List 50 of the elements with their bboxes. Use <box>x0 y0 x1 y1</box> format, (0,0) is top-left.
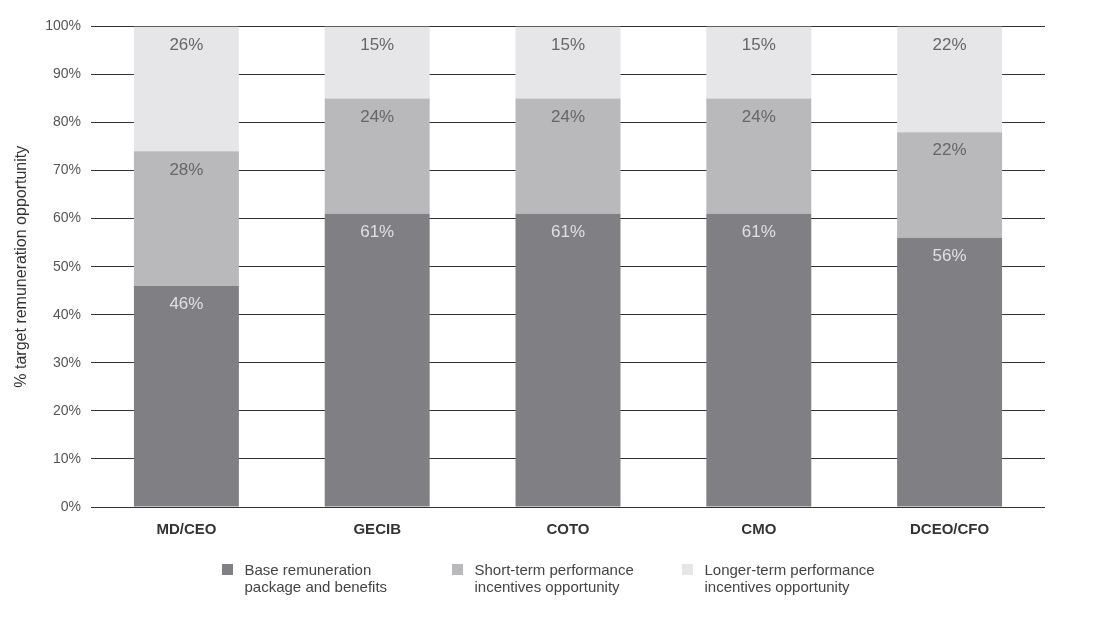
data-label: 24% <box>550 106 586 126</box>
bar <box>133 285 239 507</box>
y-tick-label: 10% <box>52 449 82 466</box>
y-tick-label: 70% <box>52 161 82 178</box>
data-label: 15% <box>360 34 395 54</box>
x-tick-label: MD/CEO <box>156 520 217 538</box>
data-label: 22% <box>932 140 967 160</box>
bar <box>706 26 812 99</box>
bar <box>133 151 239 286</box>
data-label: 24% <box>360 106 395 126</box>
bar <box>706 98 812 214</box>
legend-label: Short-term performance incentives opportunity <box>474 561 635 595</box>
bar <box>324 98 430 214</box>
data-label: 56% <box>932 246 967 266</box>
x-tick-label: GECIB <box>353 520 402 538</box>
data-label: 28% <box>169 159 204 179</box>
data-label: 61% <box>550 222 586 242</box>
bar <box>324 213 430 507</box>
legend-label: Base remuneration package and benefits <box>244 561 389 595</box>
bar <box>897 237 1003 507</box>
bar <box>897 26 1003 133</box>
y-tick-label: 30% <box>52 353 82 370</box>
y-tick-label: 40% <box>52 305 82 322</box>
bar <box>133 26 239 152</box>
x-tick-label: CMO <box>741 520 777 538</box>
data-label: 22% <box>932 34 967 54</box>
data-label: 46% <box>169 294 204 314</box>
bar <box>515 26 621 99</box>
y-tick-label: 100% <box>45 17 82 34</box>
legend-label: Longer-term performance incentives opportunity <box>704 561 876 595</box>
x-tick-label: DCEO/CFO <box>910 520 990 538</box>
y-tick-label: 0% <box>60 497 82 514</box>
y-tick-label: 60% <box>52 209 82 226</box>
data-label: 15% <box>550 34 586 54</box>
y-tick-label: 80% <box>52 113 82 130</box>
x-tick-label: COTO <box>546 520 590 538</box>
bar <box>706 213 812 507</box>
bar <box>897 132 1003 238</box>
data-label: 26% <box>169 34 204 54</box>
y-tick-label: 50% <box>52 257 82 274</box>
bar <box>515 98 621 214</box>
data-label: 61% <box>360 222 395 242</box>
data-label: 24% <box>741 106 776 126</box>
y-tick-label: 90% <box>52 65 82 82</box>
y-tick-label: 20% <box>52 401 82 418</box>
data-label: 61% <box>741 222 776 242</box>
bar <box>324 26 430 99</box>
y-axis-title: % target remuneration opportunity <box>12 145 30 388</box>
bar <box>515 213 621 507</box>
data-label: 15% <box>741 34 776 54</box>
